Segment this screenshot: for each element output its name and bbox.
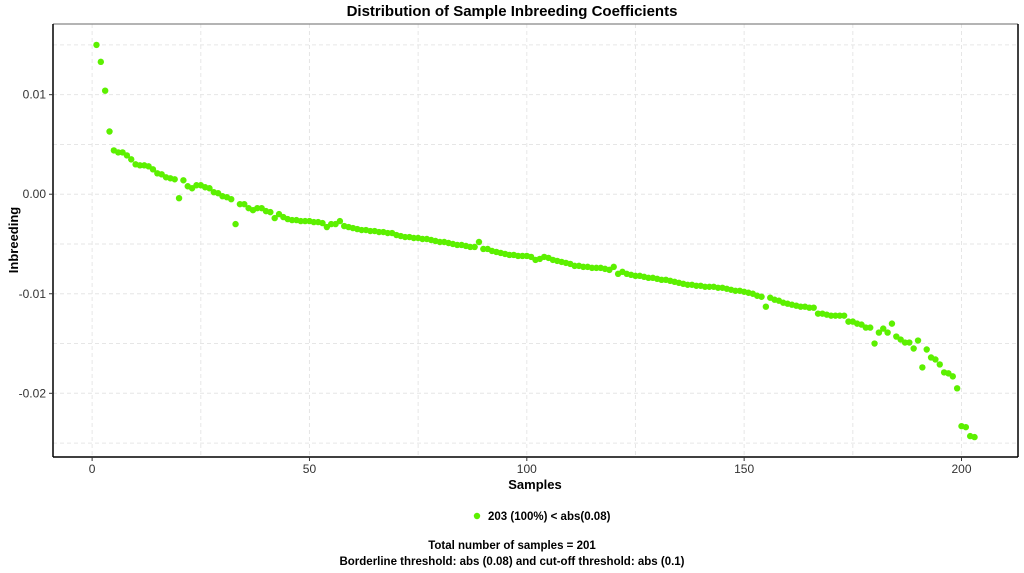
data-point	[888, 320, 896, 327]
data-point	[93, 41, 100, 49]
legend-label: 203 (100%) < abs(0.08)	[488, 511, 611, 523]
legend-marker	[473, 512, 481, 520]
y-tick-label: 0.00	[23, 187, 47, 201]
data-point	[475, 238, 483, 246]
data-point	[106, 128, 113, 135]
data-point	[919, 364, 926, 371]
data-point	[914, 337, 922, 344]
data-point	[206, 185, 213, 192]
axes: 0 50 100 150 200 0.01 0.00 -0.01 -0.02	[19, 23, 1019, 476]
data-point	[180, 177, 187, 184]
y-tick-label: -0.02	[19, 386, 47, 400]
data-points	[93, 41, 978, 441]
data-point	[97, 58, 105, 66]
x-axis-label: Samples	[508, 477, 561, 492]
data-point	[949, 373, 956, 380]
data-point	[336, 217, 344, 225]
x-tick-label: 0	[89, 462, 96, 476]
data-point	[910, 345, 917, 352]
data-point	[884, 329, 891, 336]
grid-lines	[53, 24, 1018, 457]
x-tick-label: 150	[734, 462, 754, 476]
data-point	[228, 195, 235, 203]
data-point	[232, 220, 239, 228]
data-point	[923, 346, 930, 353]
data-point	[267, 208, 274, 216]
data-point	[762, 303, 770, 310]
legend: 203 (100%) < abs(0.08)	[473, 511, 611, 523]
data-point	[241, 200, 248, 208]
data-point	[906, 339, 913, 346]
data-point	[149, 166, 157, 173]
data-point	[953, 385, 961, 392]
data-point	[932, 356, 939, 363]
x-tick-label: 200	[951, 462, 971, 476]
footer-thresholds: Borderline threshold: abs (0.08) and cut…	[339, 556, 684, 568]
data-point	[936, 361, 943, 368]
data-point	[880, 325, 887, 332]
y-tick-label: -0.01	[19, 287, 47, 301]
data-point	[101, 87, 109, 94]
data-point	[867, 324, 874, 331]
data-point	[128, 156, 135, 163]
y-axis-label: Inbreeding	[6, 207, 21, 274]
data-point	[875, 329, 883, 336]
data-point	[171, 176, 178, 183]
chart-title: Distribution of Sample Inbreeding Coeffi…	[347, 3, 678, 20]
data-point	[175, 194, 183, 202]
data-point	[871, 340, 878, 347]
data-point	[319, 219, 326, 227]
data-point	[971, 433, 978, 441]
data-point	[758, 293, 765, 300]
footer-total-samples: Total number of samples = 201	[428, 540, 596, 552]
data-point	[840, 312, 848, 319]
data-point	[123, 152, 131, 159]
data-point	[962, 423, 970, 431]
data-point	[810, 304, 817, 311]
data-point	[471, 243, 478, 251]
y-tick-label: 0.01	[23, 88, 47, 102]
data-point	[610, 263, 617, 271]
data-point	[271, 214, 278, 222]
x-tick-label: 100	[517, 462, 537, 476]
x-tick-label: 50	[303, 462, 317, 476]
